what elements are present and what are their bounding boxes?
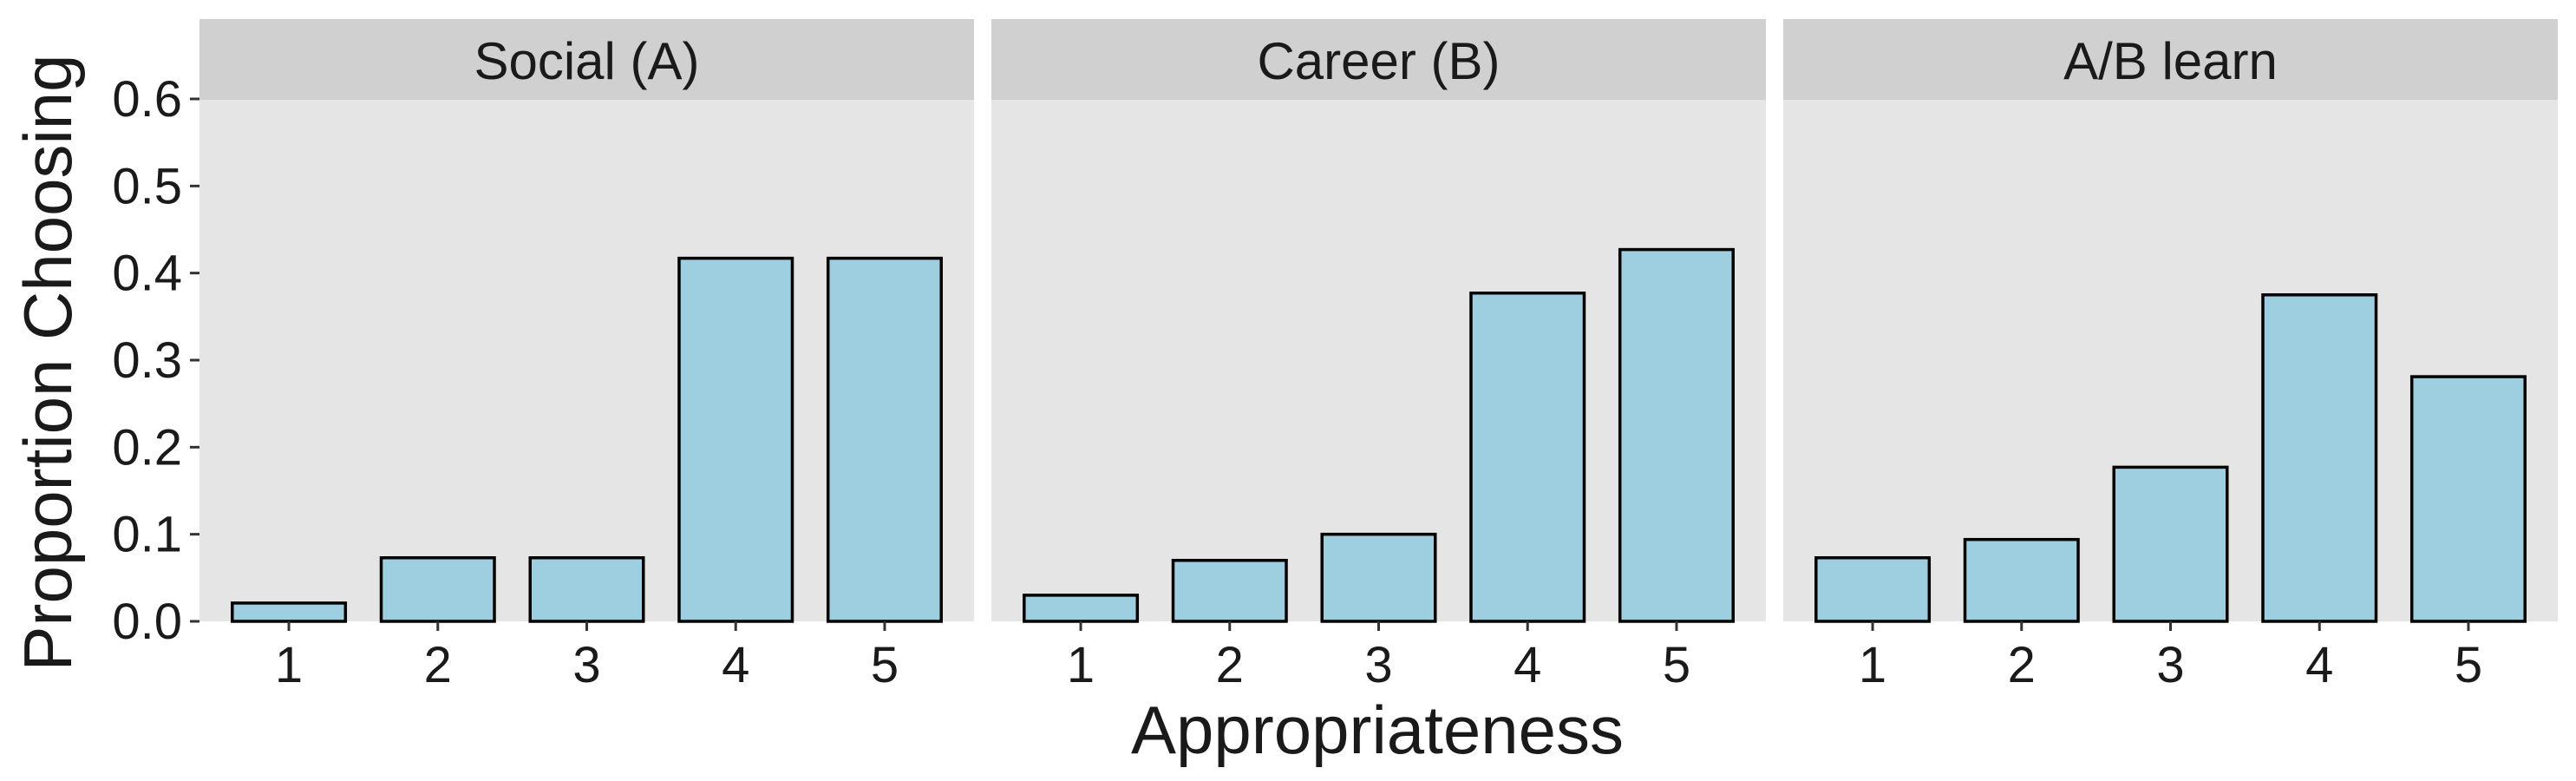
- bar: [826, 256, 943, 623]
- bar: [1023, 594, 1140, 623]
- facet-strip-label: A/B learn: [2063, 32, 2278, 90]
- y-axis: 0.0 0.1 0.2 0.3 0.4 0.5 0.6: [112, 71, 199, 650]
- x-tick-label: 5: [1663, 637, 1690, 693]
- bar: [2261, 293, 2378, 623]
- x-tick-label: 4: [722, 637, 749, 693]
- bar: [1469, 291, 1586, 623]
- x-tick-label: 3: [572, 637, 600, 693]
- bar: [528, 556, 645, 623]
- bar: [2409, 375, 2527, 623]
- x-tick-label: 2: [1216, 637, 1244, 693]
- y-tick-label: 0.5: [112, 158, 182, 214]
- facet-strip-label: Social (A): [474, 32, 699, 90]
- x-tick-label: 1: [1067, 637, 1095, 693]
- facet-strip: [991, 19, 1766, 100]
- y-tick-label: 0.6: [112, 71, 182, 128]
- x-tick-label: 4: [2305, 637, 2333, 693]
- bar: [231, 601, 348, 623]
- facet-panel: Career (B) 1 2 3 4 5: [991, 19, 1766, 693]
- x-tick-label: 3: [2156, 637, 2184, 693]
- x-tick-label: 5: [2455, 637, 2482, 693]
- facet-panel: A/B learn 1 2 3 4 5: [1783, 19, 2558, 693]
- bar: [1171, 559, 1288, 623]
- x-tick-label: 2: [2008, 637, 2036, 693]
- y-tick-label: 0.1: [112, 507, 182, 563]
- x-tick-label: 5: [871, 637, 899, 693]
- facet-panel: Social (A) 1 2 3 4 5: [199, 19, 974, 693]
- bar: [1320, 532, 1437, 623]
- y-tick-label: 0.4: [112, 246, 182, 302]
- y-tick-label: 0.0: [112, 594, 182, 650]
- bar: [1814, 556, 1932, 623]
- y-axis-title: Proportion Choosing: [10, 54, 86, 671]
- y-tick-label: 0.3: [112, 332, 182, 389]
- facet-panels: Social (A) 1 2 3 4 5 Career (B) 1 2 3 4 5 A/B learn 1…: [199, 19, 2558, 693]
- bar: [2112, 465, 2229, 623]
- x-tick-label: 3: [1364, 637, 1392, 693]
- facet-strip-label: Career (B): [1257, 32, 1500, 90]
- x-tick-label: 1: [1859, 637, 1886, 693]
- x-axis-title: Appropriateness: [1131, 692, 1624, 768]
- y-tick-label: 0.2: [112, 419, 182, 476]
- bar: [1963, 537, 2080, 623]
- bar: [677, 256, 794, 623]
- bar: [379, 556, 496, 623]
- x-tick-label: 2: [424, 637, 452, 693]
- bar: [1618, 247, 1735, 623]
- facet-strip: [199, 19, 974, 100]
- x-tick-label: 4: [1514, 637, 1541, 693]
- x-tick-label: 1: [275, 637, 303, 693]
- facet-strip: [1783, 19, 2558, 100]
